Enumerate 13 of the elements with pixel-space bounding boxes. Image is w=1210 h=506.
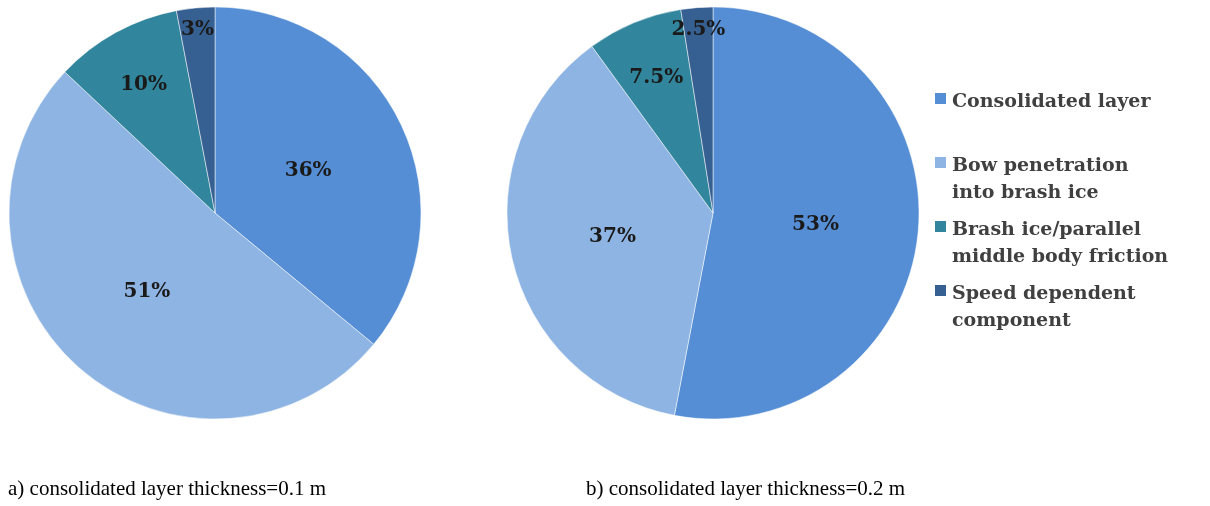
legend-label: Speed dependent component [952, 280, 1136, 330]
legend-label: Brash ice/parallel middle body friction [952, 216, 1169, 266]
legend-label: Consolidated layer [952, 88, 1152, 111]
data-label: 36% [284, 157, 332, 182]
legend-label: Bow penetration into brash ice [952, 152, 1129, 202]
data-label: 3% [181, 16, 215, 41]
data-label: 53% [792, 210, 839, 235]
data-label: 37% [589, 223, 636, 248]
text: b) consolidated layer thickness=0.2 m [586, 476, 906, 500]
text: a) consolidated layer thickness=0.1 m [8, 476, 327, 500]
data-label: 10% [120, 71, 167, 96]
data-label: 51% [123, 278, 171, 303]
data-label: 7.5% [629, 63, 684, 88]
